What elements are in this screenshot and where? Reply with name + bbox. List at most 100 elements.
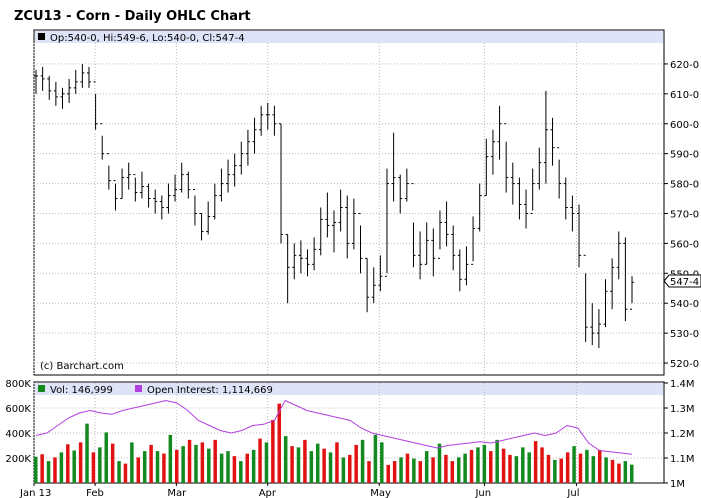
legend-open-interest: Open Interest: 1,114,669 bbox=[147, 385, 273, 396]
open-interest-series bbox=[35, 399, 633, 455]
volume-bar bbox=[149, 444, 153, 483]
volume-bar bbox=[418, 461, 423, 483]
volume-bar bbox=[514, 456, 519, 483]
volume-bar bbox=[181, 446, 185, 483]
volume-bar bbox=[245, 453, 249, 483]
volume-bar bbox=[559, 458, 564, 483]
price-tick-label: 570-0 bbox=[670, 209, 699, 220]
volume-bar bbox=[373, 434, 378, 483]
x-tick-label: Apr bbox=[259, 488, 277, 498]
volume-bar bbox=[59, 452, 64, 483]
volume-bar bbox=[117, 461, 121, 483]
price-tick-label: 620-0 bbox=[670, 60, 699, 71]
volume-bar bbox=[546, 454, 551, 483]
volume-bar bbox=[194, 444, 198, 483]
volume-bar bbox=[207, 448, 211, 483]
volume-bar bbox=[463, 453, 467, 483]
volume-bar bbox=[578, 453, 583, 483]
volume-bar bbox=[630, 464, 634, 483]
volume-bar bbox=[239, 461, 243, 483]
volume-bar bbox=[264, 442, 269, 483]
volume-bar bbox=[251, 449, 256, 483]
volume-bar bbox=[174, 449, 179, 483]
x-tick-label: Jun bbox=[474, 488, 491, 498]
volume-bar bbox=[155, 451, 160, 483]
price-tick-label: 590-0 bbox=[670, 150, 699, 161]
legend-band bbox=[35, 31, 663, 43]
volume-bar bbox=[386, 464, 390, 483]
volume-bar bbox=[78, 442, 83, 483]
volume-bar bbox=[437, 443, 442, 483]
volume-bar bbox=[187, 439, 192, 483]
volume-bar bbox=[34, 456, 38, 483]
volume-bar bbox=[142, 451, 147, 483]
volume-bar bbox=[219, 453, 224, 483]
oi-tick-label: 1.2M bbox=[670, 429, 695, 440]
volume-bar bbox=[527, 452, 531, 483]
volume-bar bbox=[258, 438, 262, 483]
volume-bar bbox=[200, 442, 205, 483]
volume-bar bbox=[53, 457, 57, 483]
volume-bar bbox=[290, 446, 294, 483]
legend-ohlc: Op:540-0, Hi:549-6, Lo:540-0, Cl:547-4 bbox=[50, 33, 245, 44]
volume-bar bbox=[565, 452, 570, 483]
volume-bar bbox=[424, 451, 429, 483]
volume-bar bbox=[213, 439, 217, 483]
volume-bar bbox=[46, 461, 51, 483]
volume-bar bbox=[469, 449, 474, 483]
copyright: (c) Barchart.com bbox=[40, 361, 124, 372]
current-price-label: 547-4 bbox=[670, 277, 699, 288]
open-interest-line bbox=[35, 399, 633, 455]
price-tick-label: 540-0 bbox=[670, 299, 699, 310]
volume-bar bbox=[328, 452, 333, 483]
oi-tick-label: 1.1M bbox=[670, 454, 695, 465]
volume-bar bbox=[444, 454, 448, 483]
volume-bar bbox=[348, 454, 352, 483]
volume-bar bbox=[604, 457, 608, 483]
volume-bar bbox=[110, 443, 115, 483]
volume-bar bbox=[456, 457, 461, 483]
current-price-tag: 547-4 bbox=[663, 274, 701, 288]
volume-bar bbox=[533, 441, 538, 483]
volume-bar bbox=[271, 419, 275, 483]
volume-bar bbox=[162, 453, 166, 483]
legend-volume: Vol: 146,999 bbox=[50, 385, 113, 396]
legend-oi-swatch bbox=[135, 385, 142, 392]
volume-bar bbox=[431, 457, 435, 483]
x-axis: Jan 13 Feb Mar Apr May Jun Jul bbox=[19, 483, 580, 498]
volume-bar bbox=[591, 456, 596, 483]
price-tick-label: 530-0 bbox=[670, 329, 699, 340]
volume-bar bbox=[168, 434, 173, 483]
price-panel bbox=[33, 29, 665, 376]
volume-bar bbox=[283, 436, 288, 483]
volume-bar bbox=[85, 423, 89, 483]
price-tick-label: 580-0 bbox=[670, 180, 699, 191]
volume-bar bbox=[367, 461, 371, 483]
volume-bar bbox=[354, 444, 358, 483]
volume-bar bbox=[521, 447, 525, 483]
volume-bar bbox=[508, 454, 512, 483]
volume-bar bbox=[623, 461, 628, 483]
volume-tick-label: 200K bbox=[5, 454, 31, 465]
volume-legend-band bbox=[35, 383, 663, 395]
volume-bar bbox=[226, 451, 230, 483]
x-tick-label: Jan 13 bbox=[19, 488, 51, 498]
volume-bars bbox=[34, 403, 634, 483]
volume-bar bbox=[40, 454, 44, 483]
volume-bar bbox=[405, 453, 410, 483]
price-axis: 520-0530-0540-0550-0560-0570-0580-0590-0… bbox=[664, 60, 699, 370]
oi-tick-label: 1M bbox=[670, 479, 685, 490]
legend-ohlc-swatch bbox=[38, 33, 45, 40]
volume-bar bbox=[597, 449, 602, 483]
volume-bar bbox=[322, 448, 326, 483]
volume-bar bbox=[104, 432, 108, 483]
x-tick-label: Feb bbox=[86, 488, 104, 498]
volume-bar bbox=[136, 457, 141, 483]
oi-tick-label: 1.4M bbox=[670, 379, 695, 390]
open-interest-axis: 1M 1.1M 1.2M 1.3M 1.4M bbox=[664, 379, 695, 490]
volume-bar bbox=[585, 449, 589, 483]
volume-bar bbox=[399, 457, 403, 483]
volume-bar bbox=[232, 456, 237, 483]
x-tick-label: May bbox=[370, 488, 391, 498]
